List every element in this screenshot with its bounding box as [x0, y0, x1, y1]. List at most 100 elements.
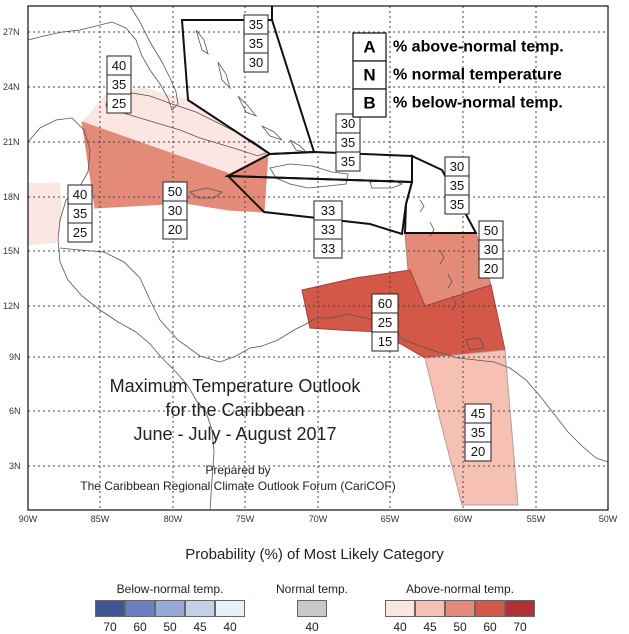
prob-value-below: 20 — [168, 222, 182, 237]
scale-below: Below-normal temp. 70 60 50 45 40 — [95, 582, 245, 634]
key-letter: A — [363, 38, 375, 57]
lon-label: 60W — [454, 514, 473, 524]
caribbean-outlook-map: 27N 24N 21N 18N 15N 12N 9N 6N 3N 90W 85W… — [3, 5, 618, 524]
lon-label: 80W — [164, 514, 183, 524]
scale-above: Above-normal temp. 40 45 50 60 70 — [385, 582, 535, 634]
region-belize-yucatan-fill — [28, 183, 62, 245]
prob-value-normal: 35 — [112, 77, 126, 92]
prob-box-southern-caribbean: 60 25 15 — [371, 293, 399, 352]
scale-below-ticks: 70 60 50 45 40 — [95, 620, 245, 634]
tick: 70 — [513, 620, 527, 634]
scale-normal: Normal temp. 40 — [276, 582, 348, 634]
scale-normal-title: Normal temp. — [276, 582, 349, 596]
title-line: Maximum Temperature Outlook — [110, 376, 362, 396]
prob-box-windward: 50 30 20 — [478, 220, 504, 279]
tick: 50 — [453, 620, 467, 634]
prob-box-bahamas: 35 35 30 — [243, 14, 269, 73]
prob-box-cuba-east: 40 35 25 — [106, 55, 132, 114]
prepared-line: The Caribbean Regional Climate Outlook F… — [80, 479, 395, 493]
lon-label: 50W — [599, 514, 618, 524]
key-below: B % below-normal temp. — [352, 88, 563, 118]
lon-label: 70W — [309, 514, 328, 524]
swatch-below-60 — [125, 600, 155, 617]
lon-label: 55W — [527, 514, 546, 524]
key-letter: B — [363, 94, 375, 113]
region-leeward-outline — [403, 154, 478, 234]
prob-box-guianas: 45 35 20 — [464, 403, 492, 462]
probability-boxes: 35 35 30 40 35 25 40 35 25 50 30 20 30 3… — [67, 14, 504, 462]
prob-value-normal: 35 — [471, 425, 485, 440]
prob-value-above: 45 — [471, 406, 485, 421]
prob-value-above: 35 — [249, 17, 263, 32]
prepared-line: Prepared by — [205, 463, 270, 477]
swatch-above-60 — [475, 600, 505, 617]
prepared-by: Prepared by The Caribbean Regional Clima… — [80, 463, 395, 493]
tick: 45 — [423, 620, 437, 634]
scale-above-ticks: 40 45 50 60 70 — [385, 620, 535, 634]
swatch-below-45 — [185, 600, 215, 617]
scale-title: Probability (%) of Most Likely Category — [185, 546, 444, 563]
swatch-below-70 — [95, 600, 125, 617]
prob-value-below: 20 — [471, 444, 485, 459]
lon-label: 85W — [91, 514, 110, 524]
prob-value-above: 30 — [341, 116, 355, 131]
tick: 45 — [193, 620, 207, 634]
prob-box-jamaica: 50 30 20 — [162, 181, 188, 240]
prob-value-below: 25 — [112, 96, 126, 111]
tick: 60 — [133, 620, 147, 634]
prob-value-below: 30 — [249, 55, 263, 70]
tick: 50 — [163, 620, 177, 634]
swatch-above-45 — [415, 600, 445, 617]
key-text: % normal temperature — [393, 67, 562, 84]
tick: 40 — [393, 620, 407, 634]
prob-value-normal: 33 — [321, 222, 335, 237]
lat-label: 15N — [3, 246, 20, 256]
prob-value-above: 50 — [168, 184, 182, 199]
lat-label: 27N — [3, 27, 20, 37]
prob-value-normal: 35 — [249, 36, 263, 51]
swatch-below-50 — [155, 600, 185, 617]
prob-value-below: 35 — [341, 154, 355, 169]
prob-value-normal: 35 — [341, 135, 355, 150]
lon-label: 90W — [19, 514, 38, 524]
key-letter: N — [363, 66, 375, 85]
prob-value-below: 15 — [378, 334, 392, 349]
lon-label: 75W — [236, 514, 255, 524]
key-text: % below-normal temp. — [393, 95, 563, 112]
scale-above-swatches — [385, 600, 535, 617]
latitude-labels: 27N 24N 21N 18N 15N 12N 9N 6N 3N — [3, 27, 21, 471]
swatch-normal-40 — [297, 600, 328, 617]
swatch-above-40 — [385, 600, 415, 617]
swatch-above-70 — [505, 600, 535, 617]
map-title: Maximum Temperature Outlook for the Cari… — [110, 376, 362, 444]
prob-value-above: 60 — [378, 296, 392, 311]
title-line: June - July - August 2017 — [133, 424, 336, 444]
lat-label: 6N — [9, 406, 21, 416]
prob-box-leeward: 30 35 35 — [444, 156, 470, 215]
tick: 40 — [223, 620, 237, 634]
longitude-labels: 90W 85W 80W 75W 70W 65W 60W 55W 50W — [19, 514, 618, 524]
prob-value-above: 50 — [484, 223, 498, 238]
scale-normal-ticks: 40 — [276, 620, 348, 634]
prob-value-below: 25 — [73, 225, 87, 240]
prob-value-below: 20 — [484, 261, 498, 276]
lon-label: 65W — [381, 514, 400, 524]
prob-value-above: 30 — [450, 159, 464, 174]
key-text: % above-normal temp. — [393, 39, 564, 56]
prob-value-normal: 35 — [450, 178, 464, 193]
prob-value-below: 35 — [450, 197, 464, 212]
swatch-below-40 — [215, 600, 245, 617]
prob-value-normal: 30 — [484, 242, 498, 257]
scale-below-swatches — [95, 600, 245, 617]
tick: 40 — [305, 620, 319, 634]
prob-value-normal: 25 — [378, 315, 392, 330]
key-normal: N % normal temperature — [352, 60, 562, 90]
prob-value-below: 33 — [321, 241, 335, 256]
lat-label: 3N — [9, 461, 21, 471]
lat-label: 9N — [9, 352, 21, 362]
prob-value-normal: 30 — [168, 203, 182, 218]
prob-box-turks-caicos: 30 35 35 — [335, 113, 361, 172]
scale-below-title: Below-normal temp. — [116, 582, 224, 596]
prob-value-above: 40 — [73, 187, 87, 202]
scale-normal-swatches — [276, 600, 348, 617]
